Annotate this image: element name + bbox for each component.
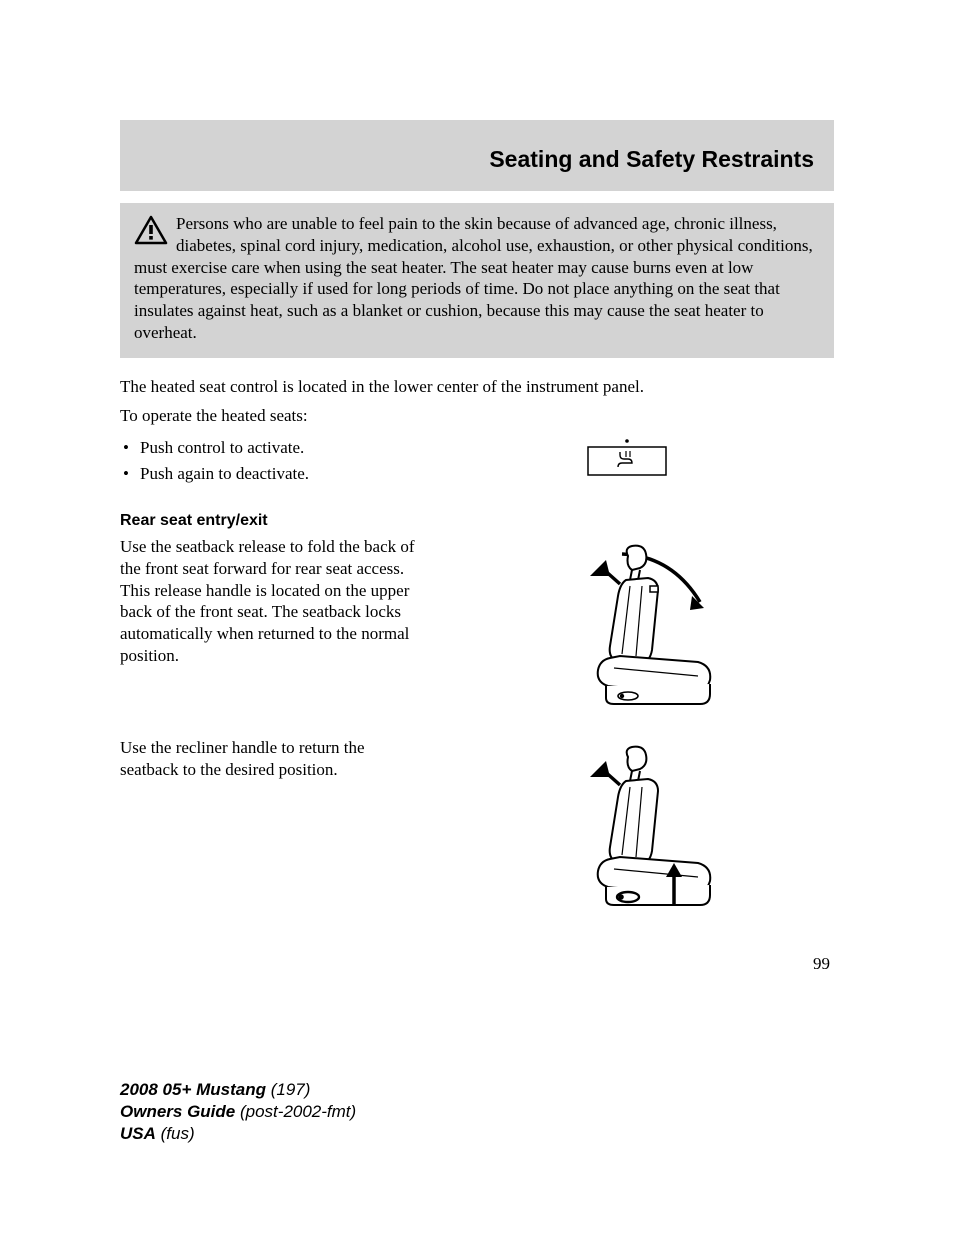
warning-text: Persons who are unable to feel pain to t… [134,214,813,342]
warning-triangle-icon [134,215,168,251]
section-header-box: Seating and Safety Restraints [120,120,834,191]
seat-recline-diagram-icon [532,737,742,932]
heated-seat-operate-label: To operate the heated seats: [120,405,834,427]
footer-line-1: 2008 05+ Mustang (197) [120,1079,356,1101]
footer-guide: Owners Guide [120,1102,235,1121]
footer-line-3: USA (fus) [120,1123,356,1145]
rear-seat-row-2: Use the recliner handle to return the se… [120,737,834,932]
footer-code-1: (197) [271,1080,311,1099]
rear-seat-heading: Rear seat entry/exit [120,512,834,530]
bullet-activate: Push control to activate. [120,435,420,461]
bullet-deactivate: Push again to deactivate. [120,461,420,487]
seat-fold-diagram-icon [532,536,742,721]
section-title: Seating and Safety Restraints [140,146,814,173]
page-number: 99 [120,954,834,974]
page-container: Seating and Safety Restraints Persons wh… [0,0,954,1235]
heated-seat-button-diagram [584,437,670,484]
rear-seat-para-1: Use the seatback release to fold the bac… [120,536,420,667]
heated-seat-intro: The heated seat control is located in th… [120,376,834,398]
warning-content: Persons who are unable to feel pain to t… [134,213,820,344]
rear-seat-para-2: Use the recliner handle to return the se… [120,737,420,781]
footer-model: 2008 05+ Mustang [120,1080,266,1099]
rear-seat-row-1: Use the seatback release to fold the bac… [120,536,834,721]
footer-block: 2008 05+ Mustang (197) Owners Guide (pos… [120,1079,356,1145]
warning-box: Persons who are unable to feel pain to t… [120,203,834,358]
footer-code-2: (post-2002-fmt) [240,1102,356,1121]
heated-seat-row: Push control to activate. Push again to … [120,435,834,492]
footer-region: USA [120,1124,156,1143]
heated-seat-bullets: Push control to activate. Push again to … [120,435,420,486]
footer-line-2: Owners Guide (post-2002-fmt) [120,1101,356,1123]
footer-code-3: (fus) [161,1124,195,1143]
